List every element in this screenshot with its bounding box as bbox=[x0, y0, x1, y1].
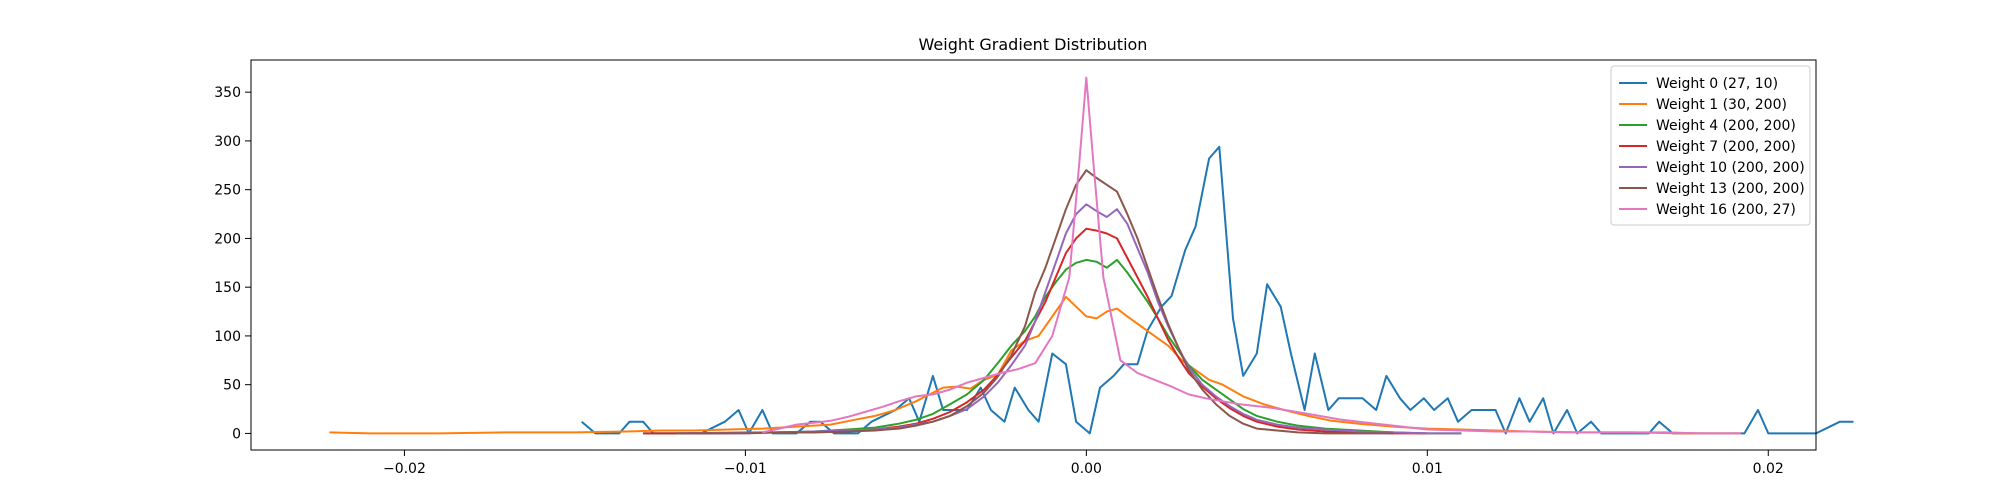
legend-label: Weight 1 (30, 200) bbox=[1656, 97, 1787, 113]
y-tick-label: 300 bbox=[214, 134, 241, 150]
plot-area bbox=[329, 76, 1854, 435]
x-tick-label: 0.01 bbox=[1412, 461, 1443, 477]
y-axis: 0 50 100 150 200 250 300 350 bbox=[214, 85, 251, 442]
legend-label: Weight 0 (27, 10) bbox=[1656, 76, 1778, 92]
legend-label: Weight 13 (200, 200) bbox=[1656, 181, 1805, 197]
y-tick-label: 350 bbox=[214, 85, 241, 101]
series-line-5 bbox=[677, 169, 1394, 435]
legend-label: Weight 10 (200, 200) bbox=[1656, 160, 1805, 176]
x-axis: −0.02 −0.01 0.00 0.01 0.02 bbox=[383, 450, 1784, 477]
x-tick-label: 0.02 bbox=[1753, 461, 1784, 477]
y-tick-label: 0 bbox=[232, 426, 241, 442]
series-line-0 bbox=[581, 145, 1854, 435]
chart-title: Weight Gradient Distribution bbox=[919, 35, 1148, 54]
legend-box bbox=[1610, 65, 1811, 226]
series-line-1 bbox=[329, 295, 1741, 435]
legend-label: Weight 16 (200, 27) bbox=[1656, 202, 1796, 218]
legend: Weight 0 (27, 10) Weight 1 (30, 200) Weigh… bbox=[1610, 65, 1811, 226]
legend-label: Weight 4 (200, 200) bbox=[1656, 118, 1796, 134]
axes-frame bbox=[250, 59, 1817, 451]
y-tick-label: 250 bbox=[214, 183, 241, 199]
legend-label: Weight 7 (200, 200) bbox=[1656, 139, 1796, 155]
y-tick-label: 50 bbox=[223, 378, 241, 394]
series-line-6 bbox=[762, 76, 1741, 435]
y-tick-label: 200 bbox=[214, 231, 241, 247]
x-tick-label: −0.02 bbox=[383, 461, 426, 477]
series-line-2 bbox=[643, 258, 1462, 435]
x-tick-label: −0.01 bbox=[724, 461, 767, 477]
y-tick-label: 100 bbox=[214, 329, 241, 345]
x-tick-label: 0.00 bbox=[1071, 461, 1102, 477]
y-tick-label: 150 bbox=[214, 280, 241, 296]
